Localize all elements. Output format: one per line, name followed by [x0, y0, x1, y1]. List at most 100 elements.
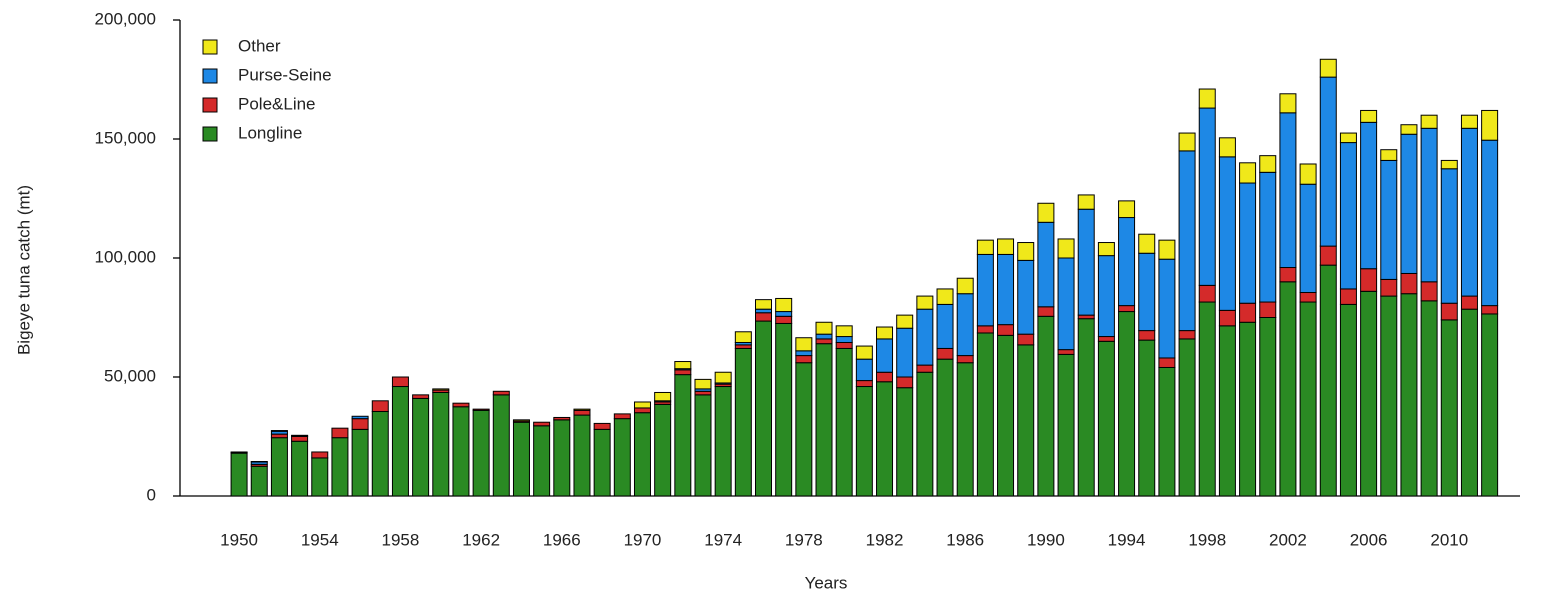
bar	[432, 391, 450, 497]
bar	[1259, 317, 1277, 497]
bar	[1319, 264, 1337, 497]
bar	[472, 408, 490, 411]
legend-swatch	[202, 68, 218, 84]
bar	[1218, 309, 1236, 327]
bar	[1118, 200, 1136, 219]
bar	[775, 322, 793, 497]
bar	[472, 409, 490, 497]
bar	[1360, 121, 1378, 270]
bar	[1097, 255, 1115, 338]
bar	[1380, 149, 1398, 161]
bar	[1259, 171, 1277, 303]
bar	[1259, 155, 1277, 173]
bar	[876, 381, 894, 497]
bar	[1440, 302, 1458, 321]
bar	[1360, 268, 1378, 292]
bar	[1460, 127, 1478, 297]
bar	[351, 415, 369, 420]
x-tick-label: 1998	[1188, 530, 1226, 549]
bar	[855, 358, 873, 382]
bar	[1017, 333, 1035, 346]
bar	[1279, 281, 1297, 497]
bar	[654, 391, 672, 402]
bar	[815, 333, 833, 340]
bar	[1400, 272, 1418, 295]
bar	[633, 407, 651, 414]
y-tick-label: 100,000	[95, 247, 156, 266]
bar	[755, 320, 773, 497]
x-tick-label: 1982	[866, 530, 904, 549]
bar	[916, 364, 934, 373]
bar	[956, 293, 974, 357]
bar	[1440, 168, 1458, 304]
bar	[331, 437, 349, 497]
bar	[452, 406, 470, 497]
bar	[1077, 208, 1095, 316]
bar	[835, 347, 853, 497]
bar	[734, 331, 752, 343]
bar	[1017, 242, 1035, 261]
bar	[371, 411, 389, 497]
bar	[1017, 344, 1035, 497]
bar	[755, 308, 773, 314]
y-tick-label: 200,000	[95, 9, 156, 28]
bar	[997, 238, 1015, 255]
bar	[1339, 288, 1357, 305]
bar	[533, 425, 551, 497]
bar	[936, 347, 954, 360]
bar	[270, 430, 288, 432]
bar	[936, 358, 954, 497]
y-axis-title: Bigeye tuna catch (mt)	[14, 185, 33, 355]
bar	[351, 428, 369, 497]
bar	[855, 386, 873, 497]
bar	[351, 418, 369, 430]
bar	[492, 394, 510, 497]
bar	[775, 297, 793, 313]
bar	[1037, 202, 1055, 223]
bar	[1279, 93, 1297, 114]
bar	[654, 403, 672, 497]
bar	[1360, 109, 1378, 123]
bar	[391, 376, 409, 388]
bar	[876, 326, 894, 340]
bar	[775, 311, 793, 317]
bar	[1118, 311, 1136, 497]
bar	[1178, 330, 1196, 340]
bar	[1158, 239, 1176, 260]
bar	[795, 337, 813, 352]
bar	[1198, 88, 1216, 109]
bar	[1460, 114, 1478, 129]
bar	[391, 386, 409, 497]
bar	[1420, 281, 1438, 302]
bar	[1198, 301, 1216, 497]
bar	[1360, 290, 1378, 497]
legend-label: Pole&Line	[238, 94, 316, 113]
bar	[371, 400, 389, 413]
bar	[1299, 183, 1317, 294]
bar	[916, 295, 934, 310]
x-tick-label: 1958	[382, 530, 420, 549]
bar	[512, 421, 530, 497]
bar	[916, 371, 934, 497]
bar	[1481, 109, 1499, 141]
x-tick-label: 2002	[1269, 530, 1307, 549]
bar	[1097, 340, 1115, 497]
bar	[976, 325, 994, 334]
legend-swatch	[202, 126, 218, 142]
x-tick-label: 1950	[220, 530, 258, 549]
bar	[1198, 107, 1216, 286]
bar	[573, 408, 591, 411]
bar	[674, 361, 692, 370]
bar	[1279, 112, 1297, 269]
bar	[1319, 76, 1337, 247]
bar	[1299, 292, 1317, 303]
x-tick-label: 1978	[785, 530, 823, 549]
bar	[1057, 349, 1075, 355]
bar	[1158, 258, 1176, 359]
bar	[855, 345, 873, 360]
bar	[936, 303, 954, 349]
bar	[835, 336, 853, 343]
bar	[1218, 156, 1236, 311]
bar	[1037, 221, 1055, 308]
bar	[694, 390, 712, 396]
